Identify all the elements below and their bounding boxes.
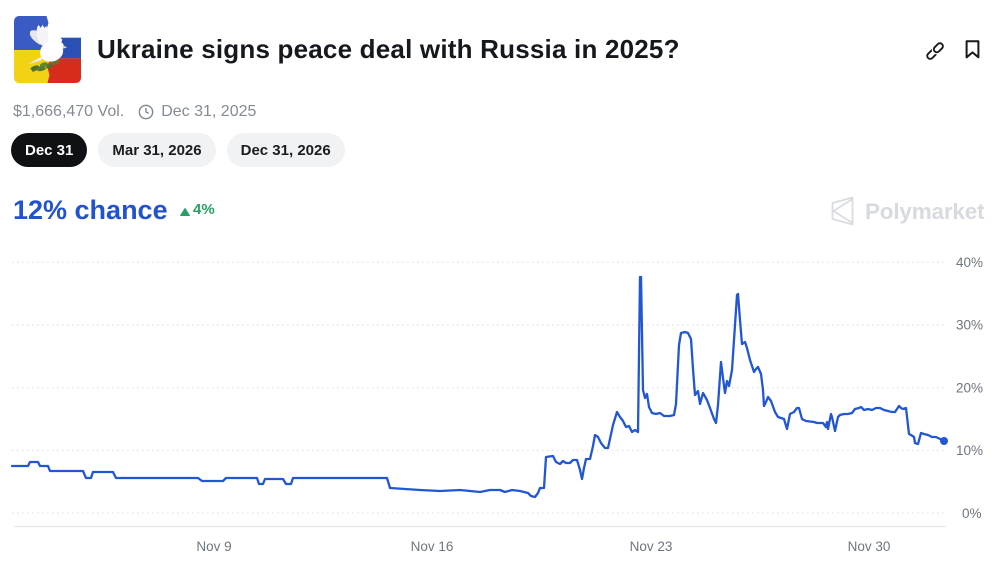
svg-text:Nov 23: Nov 23 bbox=[630, 539, 673, 554]
svg-text:Nov 30: Nov 30 bbox=[848, 539, 891, 554]
svg-text:Nov 9: Nov 9 bbox=[196, 539, 231, 554]
svg-text:Nov 16: Nov 16 bbox=[411, 539, 454, 554]
svg-text:20%: 20% bbox=[956, 380, 983, 395]
svg-text:10%: 10% bbox=[956, 443, 983, 458]
svg-text:30%: 30% bbox=[956, 318, 983, 333]
svg-text:0%: 0% bbox=[962, 506, 982, 521]
svg-text:40%: 40% bbox=[956, 255, 983, 270]
